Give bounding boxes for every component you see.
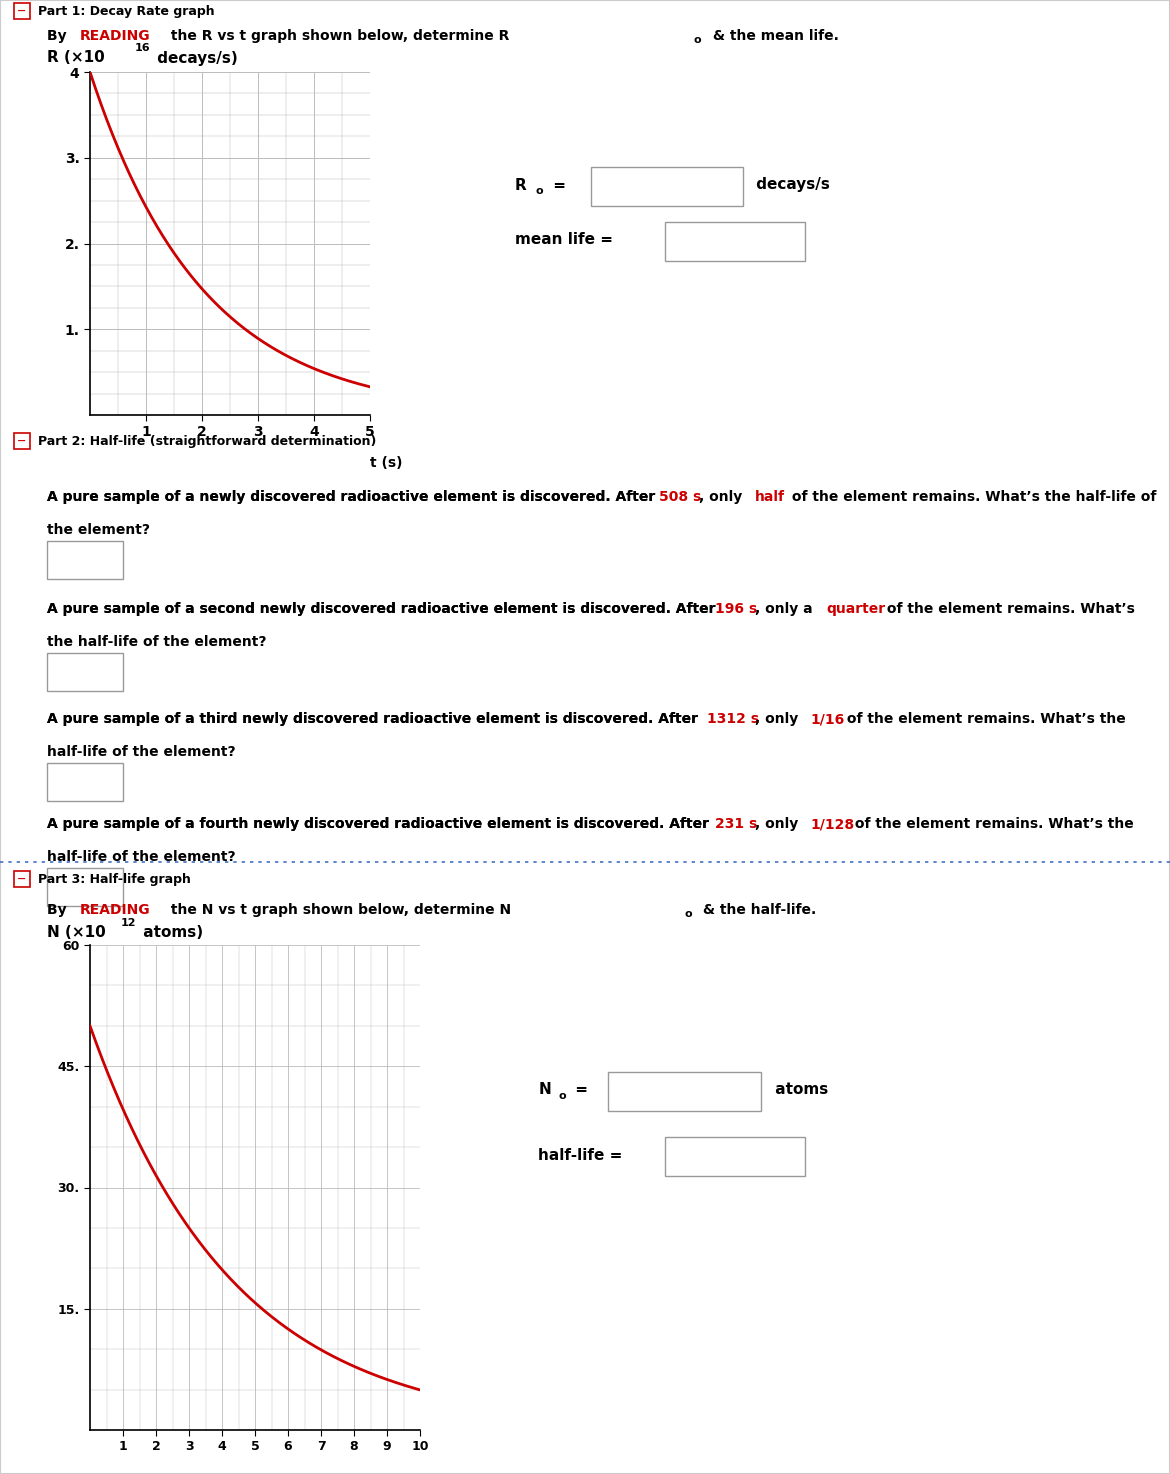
Text: o: o [694,35,702,46]
Text: 1/128: 1/128 [811,818,855,831]
Text: mean life =: mean life = [515,233,613,248]
Text: & the mean life.: & the mean life. [708,29,839,43]
FancyBboxPatch shape [14,433,30,448]
Text: A pure sample of a fourth newly discovered radioactive element is discovered. Af: A pure sample of a fourth newly discover… [47,818,714,831]
Text: atoms: atoms [770,1082,828,1098]
FancyBboxPatch shape [47,868,123,907]
Text: o: o [536,186,544,196]
Text: −: − [18,436,27,447]
Text: half: half [755,491,785,504]
Text: 12: 12 [121,918,136,927]
Text: =: = [570,1082,587,1098]
Text: of the element remains. What’s: of the element remains. What’s [882,603,1135,616]
FancyBboxPatch shape [665,1138,805,1176]
Text: By: By [47,904,71,917]
Text: A pure sample of a fourth newly discovered radioactive element is discovered. Af: A pure sample of a fourth newly discover… [47,818,756,831]
Text: the N vs t graph shown below, determine N: the N vs t graph shown below, determine … [166,904,511,917]
FancyBboxPatch shape [14,3,30,19]
Text: the R vs t graph shown below, determine R: the R vs t graph shown below, determine … [166,29,509,43]
Text: −: − [18,6,27,16]
FancyBboxPatch shape [665,223,805,261]
Text: N (×10: N (×10 [47,926,105,940]
Text: t (s): t (s) [370,455,402,470]
Text: the half-life of the element?: the half-life of the element? [47,635,267,649]
Text: the element?: the element? [47,523,150,537]
Text: , only: , only [755,818,803,831]
Text: , only: , only [700,491,748,504]
Text: A pure sample of a newly discovered radioactive element is discovered. After 508: A pure sample of a newly discovered radi… [47,491,702,504]
Text: of the element remains. What’s the: of the element remains. What’s the [851,818,1134,831]
Text: 1312 s: 1312 s [707,712,759,727]
FancyBboxPatch shape [47,653,123,691]
Text: A pure sample of a third newly discovered radioactive element is discovered. Aft: A pure sample of a third newly discovere… [47,712,703,727]
Text: R (×10: R (×10 [47,50,104,65]
Text: decays/s: decays/s [751,177,830,193]
FancyBboxPatch shape [608,1072,760,1110]
Text: Part 2: Half-life (straightforward determination): Part 2: Half-life (straightforward deter… [37,435,377,448]
Text: 508 s: 508 s [660,491,702,504]
Text: , only a: , only a [755,603,818,616]
Text: A pure sample of a third newly discovered radioactive element is discovered. Aft: A pure sample of a third newly discovere… [47,712,755,727]
Text: −: − [18,874,27,884]
Text: of the element remains. What’s the: of the element remains. What’s the [842,712,1127,727]
FancyBboxPatch shape [14,871,30,887]
Text: quarter: quarter [826,603,886,616]
Text: decays/s): decays/s) [152,50,238,65]
Text: & the half-life.: & the half-life. [698,904,817,917]
Text: A pure sample of a newly discovered radioactive element is discovered. After: A pure sample of a newly discovered radi… [47,491,660,504]
Text: , only: , only [755,712,803,727]
Text: half-life of the element?: half-life of the element? [47,744,235,759]
Text: By: By [47,29,71,43]
Text: atoms): atoms) [138,926,204,940]
FancyBboxPatch shape [47,762,123,800]
Text: READING: READING [80,29,150,43]
Text: 16: 16 [135,43,150,53]
FancyBboxPatch shape [47,541,123,579]
Text: READING: READING [80,904,150,917]
Text: half-life of the element?: half-life of the element? [47,850,235,864]
Text: A pure sample of a fourth newly discovered radioactive element is discovered. Af: A pure sample of a fourth newly discover… [47,818,714,831]
Text: of the element remains. What’s the half-life of: of the element remains. What’s the half-… [786,491,1156,504]
Text: Part 3: Half-life graph: Part 3: Half-life graph [37,873,191,886]
Text: half-life =: half-life = [538,1147,622,1163]
Text: 231 s: 231 s [715,818,757,831]
Text: R: R [515,177,526,193]
Text: o: o [558,1091,566,1101]
Text: o: o [684,909,693,920]
Text: Part 1: Decay Rate graph: Part 1: Decay Rate graph [37,4,214,18]
Text: =: = [548,177,565,193]
Text: 1/16: 1/16 [811,712,845,727]
Text: A pure sample of a third newly discovered radioactive element is discovered. Aft: A pure sample of a third newly discovere… [47,712,703,727]
Text: A pure sample of a second newly discovered radioactive element is discovered. Af: A pure sample of a second newly discover… [47,603,763,616]
Text: N: N [538,1082,551,1098]
Text: 196 s: 196 s [715,603,757,616]
Text: A pure sample of a second newly discovered radioactive element is discovered. Af: A pure sample of a second newly discover… [47,603,721,616]
Text: A pure sample of a newly discovered radioactive element is discovered. After: A pure sample of a newly discovered radi… [47,491,660,504]
FancyBboxPatch shape [591,168,743,206]
Text: A pure sample of a second newly discovered radioactive element is discovered. Af: A pure sample of a second newly discover… [47,603,721,616]
